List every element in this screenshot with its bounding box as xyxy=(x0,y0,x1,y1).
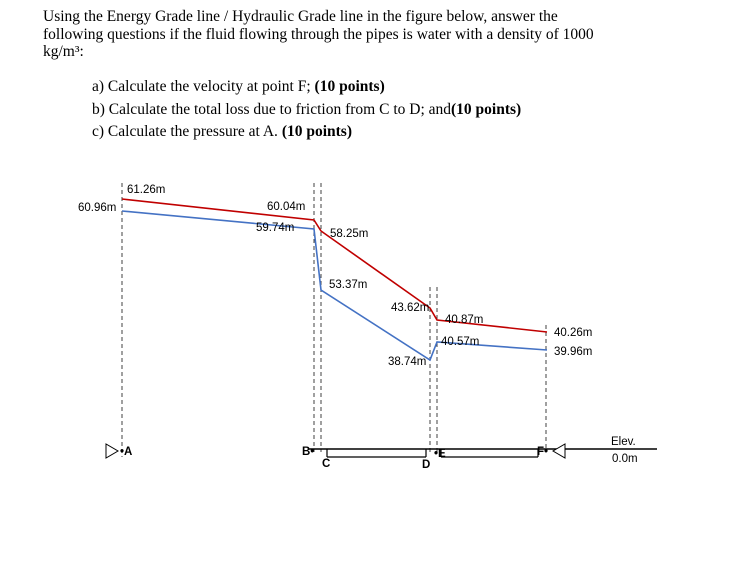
question-a: a) Calculate the velocity at point F; (1… xyxy=(92,78,521,95)
egl-label-f: 40.26m xyxy=(554,327,593,339)
egl-label-c: 58.25m xyxy=(330,228,369,240)
intro-line-3: kg/m³: xyxy=(43,43,84,60)
point-label-a: •A xyxy=(120,446,133,458)
problem-statement: Using the Energy Grade line / Hydraulic … xyxy=(43,8,594,61)
hgl-label-f: 39.96m xyxy=(554,346,593,358)
hydraulic-grade-line xyxy=(121,210,548,362)
hgl-label-e: 40.57m xyxy=(441,336,480,348)
energy-grade-line xyxy=(121,198,548,333)
question-c: c) Calculate the pressure at A. (10 poin… xyxy=(92,123,521,140)
question-a-points: (10 points) xyxy=(314,78,385,95)
egl-label-b: 60.04m xyxy=(267,201,306,213)
intro-line-2: following questions if the fluid flowing… xyxy=(43,25,594,43)
point-label-b: B• xyxy=(302,446,315,458)
question-b: b) Calculate the total loss due to frict… xyxy=(92,101,521,118)
point-label-d: D xyxy=(422,459,431,471)
valve-symbol-f-icon xyxy=(552,443,566,459)
question-c-points: (10 points) xyxy=(281,123,353,140)
hgl-label-b: 59.74m xyxy=(256,222,295,234)
hgl-label-c: 53.37m xyxy=(329,279,368,291)
egl-label-e: 40.87m xyxy=(445,314,484,326)
datum-value: 0.0m xyxy=(612,453,638,465)
valve-symbol-a-icon xyxy=(105,443,119,459)
hgl-label-a: 60.96m xyxy=(78,202,117,214)
egl-label-d: 43.62m xyxy=(391,302,430,314)
intro-line-1: Using the Energy Grade line / Hydraulic … xyxy=(43,8,558,25)
point-label-e: •E xyxy=(434,448,446,460)
question-b-text: b) Calculate the total loss due to frict… xyxy=(92,100,452,118)
question-b-points: (10 points) xyxy=(451,100,522,118)
question-a-text: a) Calculate the velocity at point F; xyxy=(92,78,315,95)
question-c-text: c) Calculate the pressure at A. xyxy=(92,123,282,140)
point-label-c: C xyxy=(322,458,331,470)
egl-label-a: 61.26m xyxy=(127,184,166,196)
datum-title: Elev. xyxy=(611,436,636,448)
point-label-f: F• xyxy=(537,446,549,458)
hgl-label-d: 38.74m xyxy=(388,356,427,368)
question-list: a) Calculate the velocity at point F; (1… xyxy=(92,78,521,146)
